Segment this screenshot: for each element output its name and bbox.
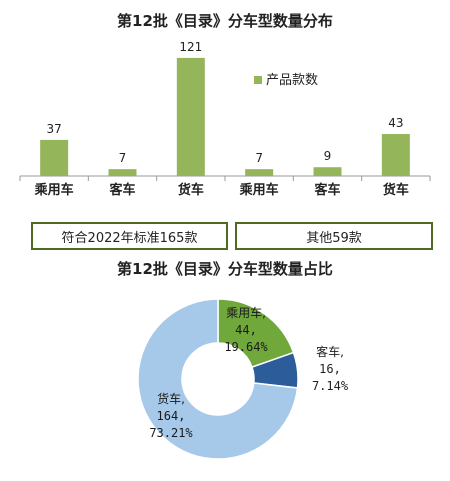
donut-slice-label: 164, bbox=[157, 409, 186, 423]
category-label: 乘用车 bbox=[239, 182, 279, 198]
category-label: 货车 bbox=[178, 182, 204, 198]
category-label: 客车 bbox=[314, 182, 340, 198]
category-label: 乘用车 bbox=[34, 182, 74, 198]
category-label: 客车 bbox=[109, 182, 135, 198]
donut-slice-label: 44, bbox=[235, 323, 257, 337]
bar bbox=[108, 169, 137, 176]
donut-slice bbox=[217, 298, 295, 369]
legend-swatch bbox=[254, 76, 262, 84]
bar bbox=[176, 57, 205, 176]
category-label: 货车 bbox=[383, 182, 409, 198]
donut-slice-label: 客车, bbox=[316, 344, 344, 359]
group-label-other: 其他59款 bbox=[235, 222, 433, 250]
bar-value-label: 43 bbox=[388, 116, 403, 130]
donut-slice bbox=[137, 298, 299, 460]
donut-slice-label: 7.14% bbox=[312, 379, 349, 393]
bar-value-label: 9 bbox=[324, 149, 332, 163]
donut-slice-label: 乘用车, bbox=[226, 305, 266, 320]
bar bbox=[313, 167, 342, 176]
donut-slice-label: 16, bbox=[319, 362, 341, 376]
bar-value-label: 7 bbox=[119, 151, 127, 165]
donut-slice-label: 19.64% bbox=[224, 340, 268, 354]
bar bbox=[245, 169, 274, 176]
bar-chart: 37 乘用车 7 客车 121 货车 7 乘用车 9 客车 43 货车 产品款数 bbox=[19, 40, 431, 198]
donut-chart-title: 第12批《目录》分车型数量占比 bbox=[117, 260, 333, 278]
bar bbox=[381, 134, 410, 176]
bar bbox=[40, 139, 69, 176]
bar-value-label: 121 bbox=[179, 40, 202, 54]
legend-label: 产品款数 bbox=[266, 73, 318, 88]
group-label-standard-2022: 符合2022年标准165款 bbox=[31, 222, 228, 250]
bar-chart-title: 第12批《目录》分车型数量分布 bbox=[117, 12, 333, 30]
bar-value-label: 37 bbox=[47, 122, 62, 136]
donut-slice-label: 货车, bbox=[157, 391, 185, 406]
bar-value-label: 7 bbox=[255, 151, 263, 165]
donut-slice-label: 73.21% bbox=[149, 426, 193, 440]
